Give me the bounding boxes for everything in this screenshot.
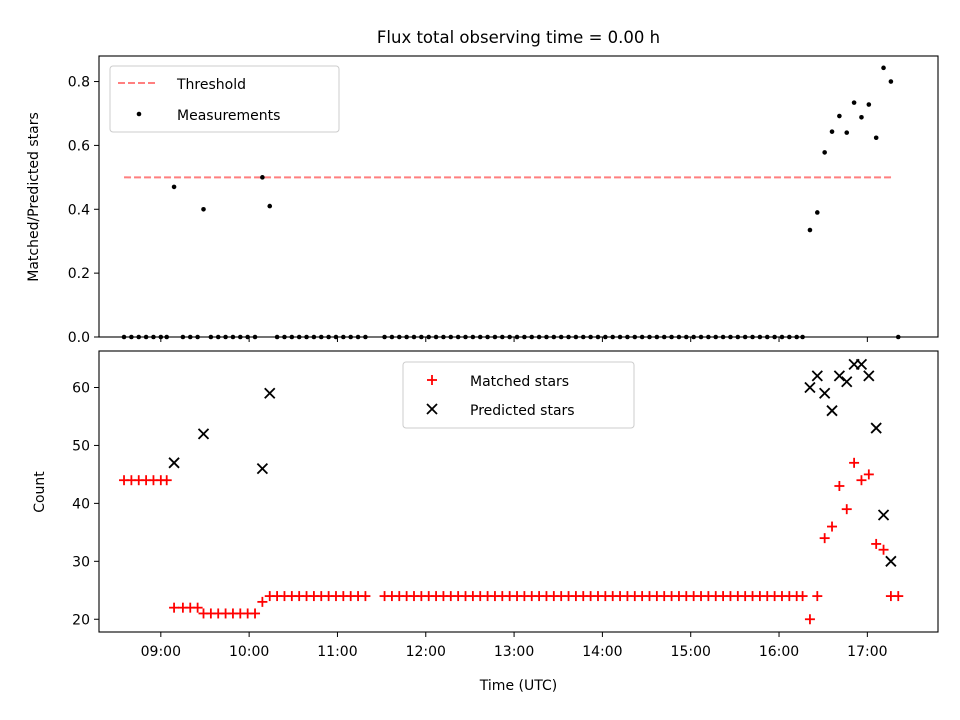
predicted-star-point	[256, 462, 269, 475]
measurement-point	[829, 129, 835, 134]
top-ytick-label: 0.4	[68, 202, 90, 218]
predicted-star-point	[863, 370, 875, 382]
predicted-star-point	[877, 509, 890, 521]
bottom-ytick-label: 20	[72, 612, 90, 628]
measurement-point	[807, 227, 813, 233]
xtick-label: 12:00	[406, 644, 446, 660]
matched-legend-label: Matched stars	[470, 374, 569, 390]
top-ytick-label: 0.8	[68, 75, 90, 91]
top-legend-frame	[109, 65, 340, 133]
top-plot-marks	[121, 65, 901, 340]
matched-star-point	[804, 614, 815, 625]
measurement-point	[844, 130, 850, 135]
measurements-legend-swatch	[136, 111, 142, 117]
matched-star-point	[812, 591, 823, 602]
predicted-star-point	[841, 376, 853, 388]
predicted-legend-label: Predicted stars	[470, 403, 575, 419]
measurement-point	[837, 113, 842, 119]
predicted-star-point	[804, 381, 816, 394]
x-axis-label: Time (UTC)	[479, 678, 557, 694]
measurement-point	[201, 206, 206, 212]
xtick-label: 09:00	[141, 644, 181, 660]
xtick-label: 11:00	[317, 644, 357, 660]
bottom-plot-marks	[119, 358, 904, 625]
measurement-point	[171, 184, 177, 190]
top-ytick-label: 0.6	[68, 138, 90, 154]
top-panel: Flux total observing time = 0.00 h 0.00.…	[26, 28, 939, 346]
measurement-point	[851, 100, 857, 105]
matched-star-point	[834, 480, 845, 491]
matched-star-point	[250, 608, 261, 619]
bottom-y-ticks: 20 30 40 50 60	[72, 381, 99, 628]
predicted-star-point	[197, 428, 210, 440]
matched-star-point	[856, 475, 867, 486]
top-x-ticks	[160, 337, 868, 342]
top-ytick-label: 0.0	[68, 330, 90, 346]
matched-star-point	[161, 475, 172, 486]
predicted-star-point	[819, 387, 831, 399]
bottom-ytick-label: 60	[72, 381, 90, 397]
top-chart-title: Flux total observing time = 0.00 h	[377, 28, 660, 47]
bottom-ytick-label: 30	[72, 554, 90, 570]
measurement-point	[267, 203, 273, 209]
predicted-star-point	[826, 405, 838, 417]
bottom-y-axis-label: Count	[32, 471, 48, 513]
xtick-label: 16:00	[759, 644, 799, 660]
predicted-star-point	[168, 457, 180, 469]
bottom-axes-frame	[98, 350, 939, 633]
xtick-label: 15:00	[671, 644, 711, 660]
top-legend: Threshold Measurements	[109, 65, 340, 133]
matched-star-point	[871, 538, 882, 549]
top-y-ticks: 0.0 0.2 0.4 0.6 0.8	[68, 75, 99, 346]
matched-star-point	[797, 591, 808, 602]
predicted-star-point	[264, 387, 276, 399]
xtick-label: 17:00	[847, 644, 887, 660]
matched-star-point	[878, 544, 889, 555]
measurements-legend-label: Measurements	[177, 108, 280, 124]
matched-star-point	[893, 591, 904, 602]
top-y-axis-label: Matched/Predicted stars	[26, 112, 42, 282]
measurement-point	[822, 150, 827, 155]
measurement-point	[873, 135, 879, 141]
xtick-label: 14:00	[582, 644, 622, 660]
measurement-point	[260, 175, 265, 180]
measurement-point	[888, 79, 894, 84]
matched-star-point	[863, 469, 874, 480]
measurement-point	[881, 65, 886, 71]
predicted-star-point	[833, 370, 846, 382]
measurement-point	[859, 115, 864, 120]
bottom-ytick-label: 40	[72, 496, 90, 512]
xtick-label: 13:00	[494, 644, 534, 660]
bottom-legend-frame	[402, 361, 635, 429]
measurement-point	[866, 102, 872, 107]
matched-star-point	[192, 602, 203, 613]
top-ytick-label: 0.2	[68, 266, 90, 282]
matched-star-point	[169, 602, 180, 613]
matched-star-point	[257, 596, 268, 607]
top-axes-frame	[98, 55, 939, 338]
matched-star-point	[360, 591, 371, 602]
bottom-x-ticks: 09:00 10:00 11:00 12:00 13:00 14:00 15:00 16:00…	[141, 632, 888, 660]
predicted-legend-swatch	[426, 403, 438, 415]
predicted-star-point	[870, 422, 882, 434]
matched-star-point	[819, 533, 830, 544]
matched-star-point	[849, 457, 860, 468]
xtick-label: 10:00	[229, 644, 269, 660]
bottom-legend: Matched stars Predicted stars	[402, 361, 635, 429]
bottom-ytick-label: 50	[72, 438, 90, 454]
matched-star-point	[841, 504, 852, 515]
matched-legend-swatch	[427, 375, 437, 385]
matched-star-point	[827, 521, 838, 532]
predicted-star-point	[855, 358, 868, 370]
measurement-point	[815, 210, 820, 215]
bottom-panel: 20 30 40 50 60 09:00 10:00 11:00 12:00 13:00 14:0…	[32, 350, 939, 694]
predicted-star-point	[885, 555, 897, 567]
predicted-star-point	[811, 370, 823, 382]
threshold-legend-label: Threshold	[176, 77, 246, 93]
